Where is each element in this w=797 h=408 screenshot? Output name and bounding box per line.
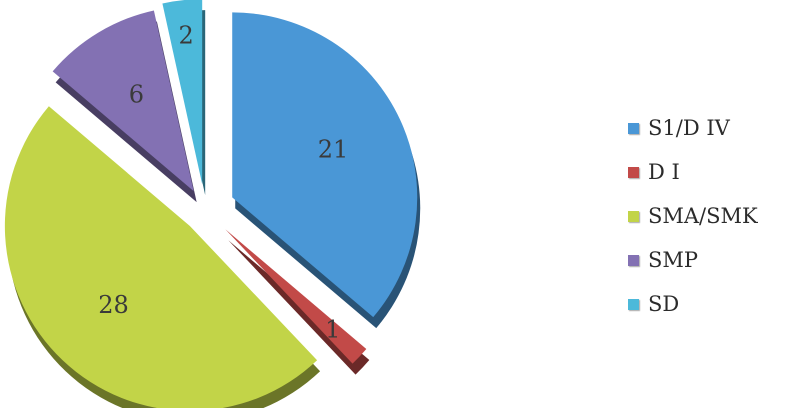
pie-slice-s1-d-iv: [232, 12, 418, 318]
legend-item-smp: SMP: [628, 238, 758, 282]
pie-slice-smp: [52, 10, 194, 192]
legend-item-sma-smk: SMA/SMK: [628, 194, 758, 238]
legend-item-d-i: D I: [628, 150, 758, 194]
legend-item-s1-d-iv: S1/D IV: [628, 106, 758, 150]
legend-label: D I: [648, 160, 680, 184]
legend: S1/D IV D I SMA/SMK SMP SD: [628, 106, 758, 326]
data-label-d-i: 1: [325, 316, 340, 344]
slice-tops-layer: [4, 0, 418, 408]
legend-item-sd: SD: [628, 282, 758, 326]
legend-swatch: [628, 298, 639, 310]
data-label-smp: 6: [129, 81, 144, 109]
legend-label: SD: [648, 292, 680, 316]
legend-swatch: [628, 210, 639, 222]
legend-swatch: [628, 166, 639, 178]
pie-slice-d-i: [225, 229, 367, 364]
slice-labels-layer: 21 1 28 6 2: [98, 22, 348, 344]
pie-slice-sma-smk: [4, 106, 318, 408]
legend-swatch: [628, 254, 639, 266]
legend-swatch: [628, 122, 639, 134]
data-label-sma-smk: 28: [98, 291, 129, 319]
pie-slice-sd: [162, 0, 203, 185]
legend-label: SMP: [648, 248, 699, 272]
legend-label: SMA/SMK: [648, 204, 758, 228]
legend-label: S1/D IV: [648, 116, 730, 140]
data-label-s1-d-iv: 21: [318, 135, 349, 163]
pie-chart-svg: 21 1 28 6 2: [4, 0, 421, 408]
data-label-sd: 2: [179, 22, 194, 50]
